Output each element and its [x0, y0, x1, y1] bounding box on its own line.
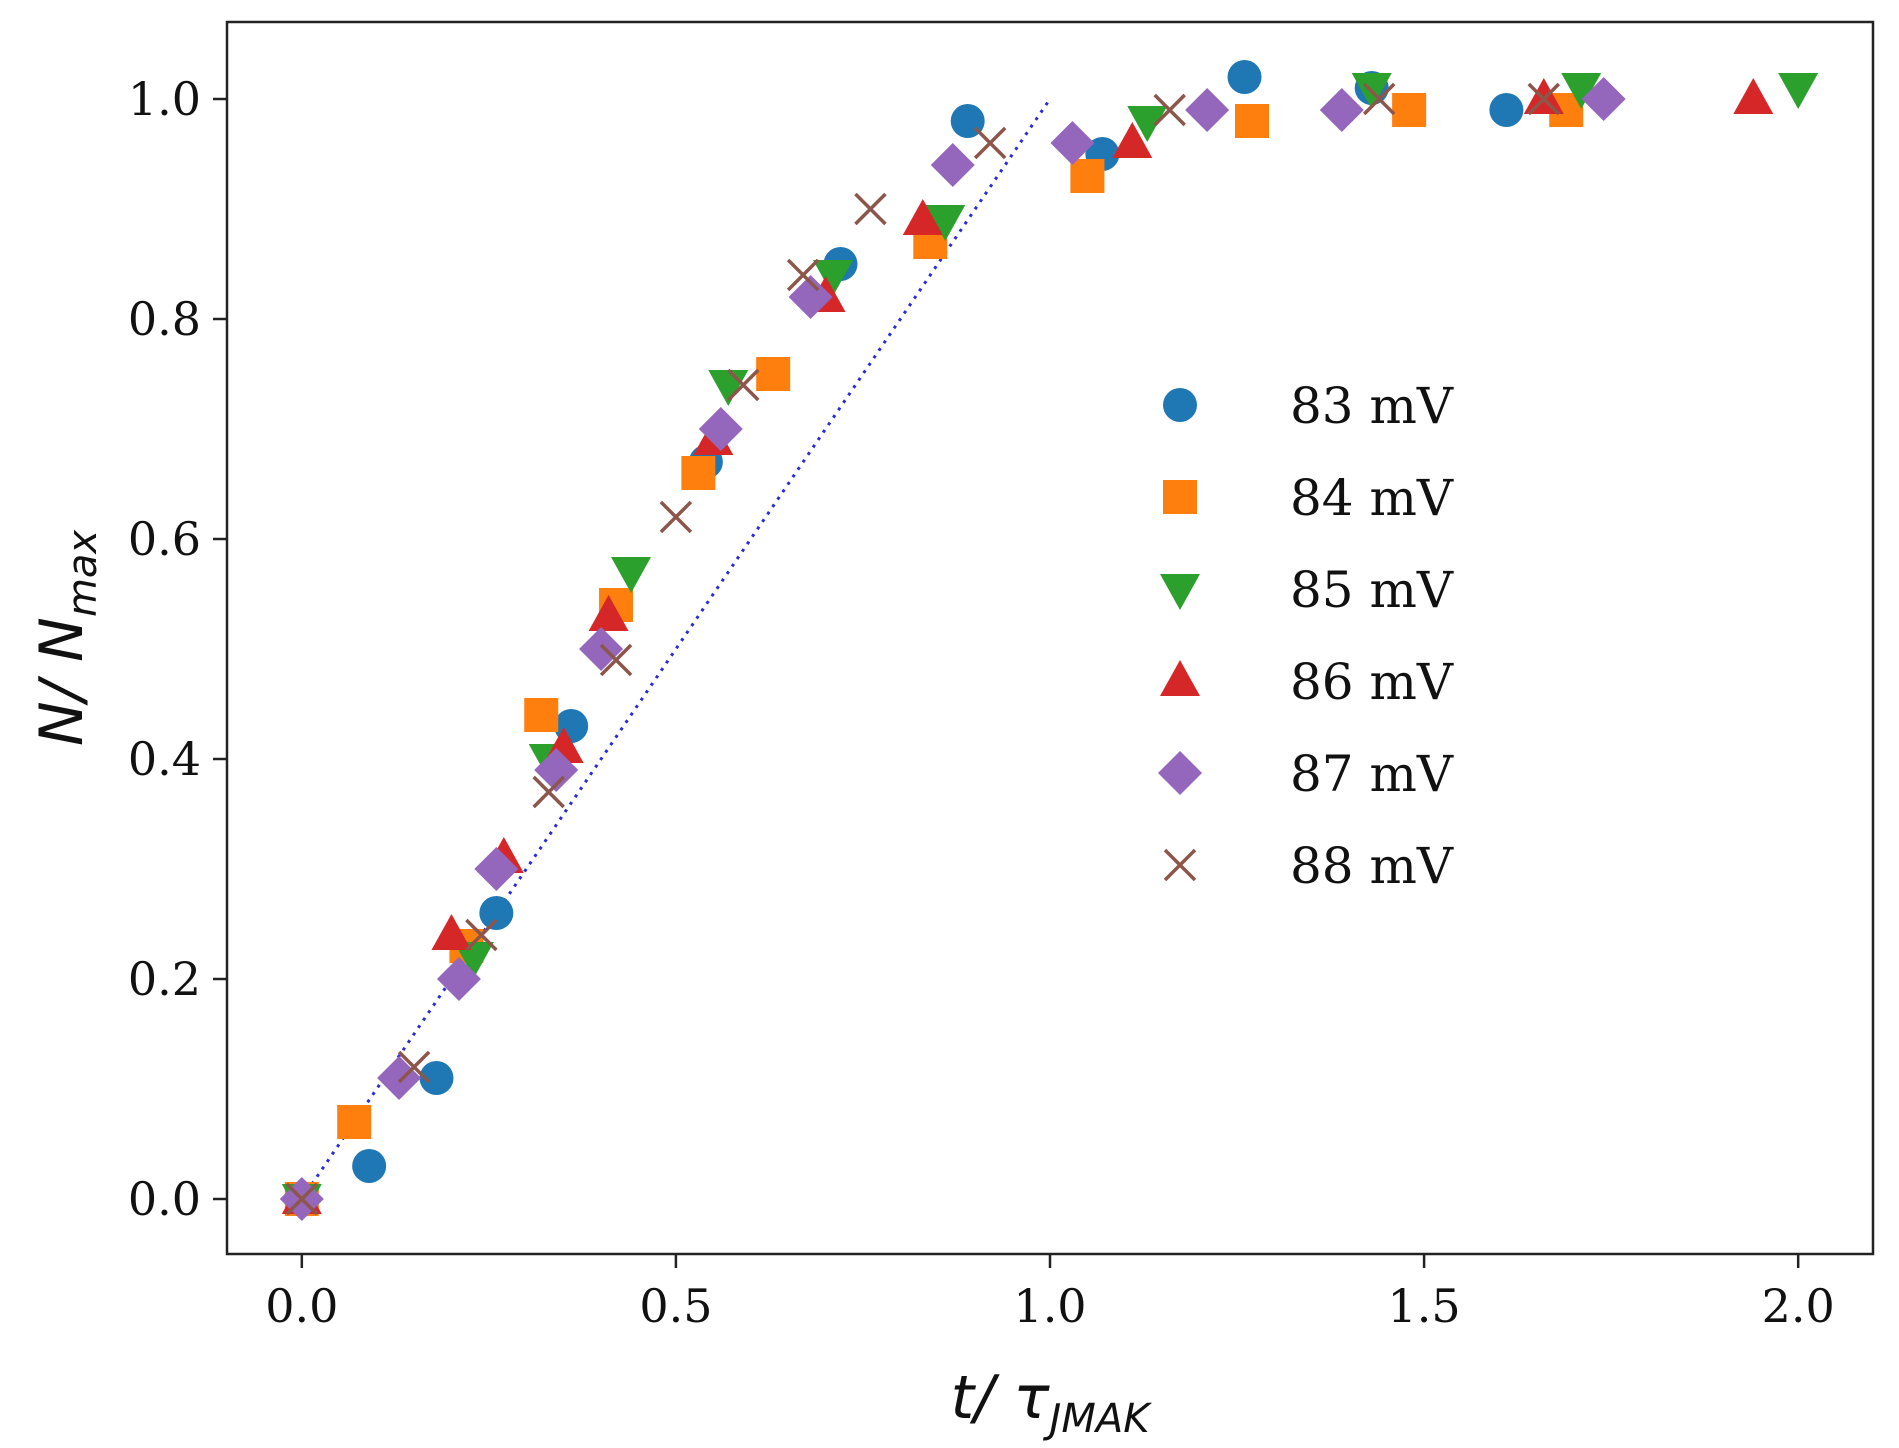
legend-marker: [1163, 480, 1197, 514]
data-point: [352, 1149, 387, 1183]
x-axis-label: t/ τJMAK: [951, 1363, 1153, 1442]
legend-label: 86 mV: [1290, 653, 1454, 711]
data-point: [925, 205, 966, 241]
data-point: [973, 126, 1007, 160]
y-tick-label: 0.8: [128, 292, 201, 346]
data-point: [1392, 93, 1427, 127]
data-point: [431, 914, 472, 950]
y-tick-label: 0.6: [128, 512, 201, 566]
data-point: [474, 847, 519, 891]
legend-label: 83 mV: [1290, 377, 1454, 435]
data-point: [727, 368, 760, 402]
legend-marker: [1163, 848, 1197, 882]
legend-label: 87 mV: [1290, 745, 1454, 803]
data-point: [436, 957, 481, 1001]
legend-marker: [1158, 751, 1202, 795]
data-point: [285, 1182, 319, 1216]
legend-label: 88 mV: [1290, 837, 1454, 895]
data-point: [465, 918, 498, 952]
data-point: [1581, 77, 1626, 121]
data-point: [479, 896, 514, 930]
data-point: [453, 942, 494, 978]
legend-label: 84 mV: [1290, 469, 1454, 527]
legend-marker: [1163, 388, 1197, 422]
data-point: [1778, 73, 1819, 109]
data-point: [902, 199, 943, 235]
data-point: [1523, 78, 1564, 114]
data-points: [279, 60, 1819, 1221]
x-axis: 0.0 0.5 1.0 1.5 2.0: [265, 1254, 1835, 1333]
data-point: [659, 500, 693, 534]
data-point: [813, 260, 854, 296]
y-tick-label: 0.4: [128, 732, 201, 786]
data-point: [1362, 82, 1396, 116]
data-point: [1733, 78, 1774, 114]
data-point: [532, 775, 565, 809]
data-point: [681, 456, 716, 490]
data-point: [337, 1105, 372, 1139]
data-point: [377, 1056, 422, 1100]
y-axis-label: N/ Nmax: [27, 530, 106, 747]
plot-frame: [225, 20, 1875, 1256]
reference-line: [300, 98, 1052, 1200]
data-point: [1561, 73, 1602, 109]
data-point: [698, 407, 743, 451]
data-point: [599, 643, 633, 677]
legend-marker: [1160, 574, 1200, 610]
data-point: [1185, 88, 1230, 132]
data-point: [419, 1061, 454, 1095]
y-tick-label: 0.0: [128, 1172, 201, 1226]
y-tick-label: 0.2: [128, 952, 201, 1006]
data-point: [534, 748, 579, 792]
data-point: [524, 698, 559, 732]
data-point: [588, 595, 629, 631]
legend-label: 85 mV: [1290, 561, 1454, 619]
x-tick-label: 0.0: [265, 1279, 338, 1333]
data-point: [1319, 88, 1364, 132]
data-point: [397, 1050, 431, 1084]
data-point: [854, 192, 887, 226]
x-tick-label: 0.5: [639, 1279, 712, 1333]
data-point: [1070, 159, 1105, 193]
data-point: [1489, 93, 1524, 127]
data-point: [1527, 82, 1561, 116]
data-point: [1050, 121, 1095, 165]
data-point: [1127, 106, 1168, 142]
x-tick-label: 1.0: [1013, 1279, 1086, 1333]
data-point: [788, 275, 833, 319]
data-point: [1235, 104, 1270, 138]
data-point: [1112, 122, 1153, 158]
y-axis: 0.0 0.2 0.4 0.6 0.8 1.0: [128, 72, 227, 1226]
data-point: [611, 557, 652, 593]
data-point: [786, 258, 820, 292]
y-tick-label: 1.0: [128, 72, 201, 126]
data-point: [579, 627, 624, 671]
x-tick-label: 2.0: [1762, 1279, 1835, 1333]
data-point: [930, 143, 975, 187]
data-point: [1227, 60, 1262, 94]
legend: 83 mV 84 mV 85 mV 86 mV 87 mV 88 mV: [1158, 377, 1454, 895]
data-point: [1153, 93, 1186, 127]
legend-marker: [1160, 660, 1200, 696]
data-point: [756, 357, 791, 391]
x-tick-label: 1.5: [1388, 1279, 1461, 1333]
